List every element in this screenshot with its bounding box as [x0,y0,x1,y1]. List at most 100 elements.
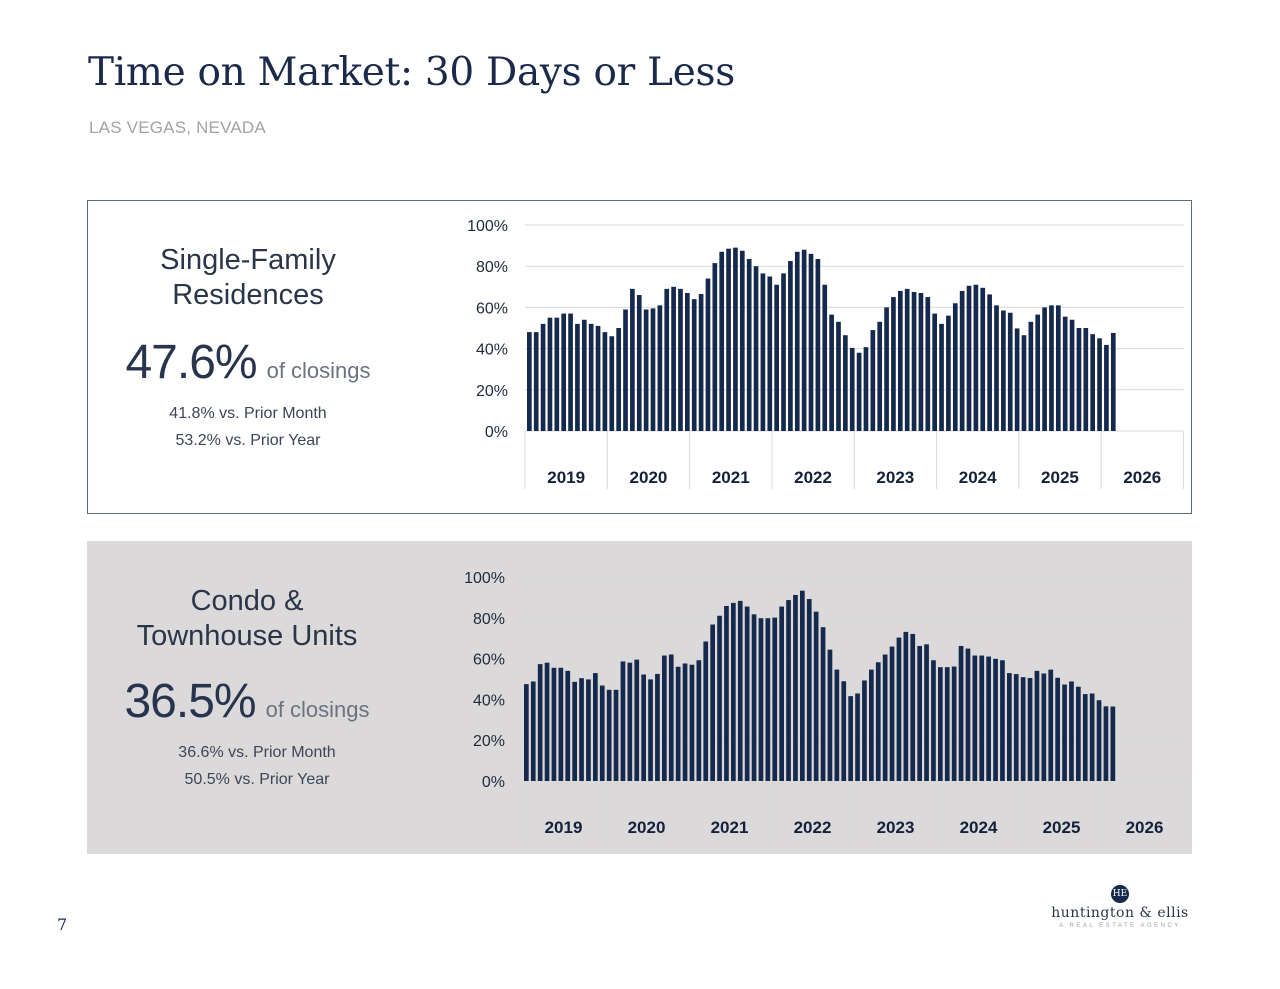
x-tick-label: 2024 [960,818,998,837]
bar [931,660,936,781]
condo-chart: 0% 20% 40% 60% 80% 100% 2019 2020 2021 2022 2023 20… [464,570,1187,839]
bar [875,662,881,781]
bar [918,292,924,431]
bar [698,294,704,431]
bar [593,673,598,781]
y-tick-label: 80% [476,259,508,276]
bar [993,658,998,781]
headline-suffix: of closings [266,358,371,383]
bar [758,618,764,781]
bar [896,637,902,781]
y-tick-label: 0% [485,424,508,441]
bar [710,624,715,781]
x-tick-label: 2020 [630,468,668,487]
bar [911,291,917,431]
bar [1049,305,1054,431]
bar [855,693,860,781]
page-subtitle: LAS VEGAS, NEVADA [89,118,266,137]
condo-panel: Condo & Townhouse Units 36.5% of closings… [87,541,1192,854]
bar [939,323,944,431]
x-tick-label: 2025 [1043,818,1081,837]
condo-stats: Condo & Townhouse Units 36.5% of closings… [87,584,407,793]
bar [1090,334,1096,431]
bar [751,614,757,781]
bar [781,273,786,431]
bar [1069,319,1075,431]
bar [767,276,773,431]
bar [685,292,690,431]
bar [765,618,771,781]
bar [779,606,784,781]
bar [815,258,821,431]
bar [636,295,642,431]
bar [1055,305,1061,431]
x-tick-label: 2021 [711,818,749,837]
y-tick-label: 60% [476,300,508,317]
bar [627,662,633,781]
bar [588,323,594,431]
y-tick-label: 100% [467,218,508,235]
bar [841,681,847,781]
bar [1048,669,1054,781]
bar [572,681,577,781]
bar [1021,335,1027,431]
bar [689,664,695,781]
bar [1013,674,1019,781]
bar [1110,332,1116,431]
bar [849,347,855,431]
bar [678,288,683,431]
bar [1097,338,1102,431]
bar [1089,693,1095,781]
bar [1042,307,1047,431]
bar [946,315,951,431]
bar [1034,670,1040,781]
bar [986,656,991,781]
bar [609,336,615,431]
bar [648,679,653,781]
bar [641,674,646,781]
bar [524,684,529,781]
bar [657,305,663,431]
bar [731,602,736,781]
x-tick-label: 2024 [959,468,997,487]
bar [1104,344,1109,431]
prior-month-comparison: 41.8% vs. Prior Month [169,405,327,422]
bar [793,594,798,781]
bar [650,308,656,431]
bar [889,646,895,781]
bar [599,685,605,781]
bar [1027,677,1033,781]
bar [530,681,536,781]
bar [1001,310,1006,431]
bar [843,335,848,431]
bar [668,654,674,781]
bar [862,680,867,781]
bar [719,251,725,431]
bar [959,290,965,431]
headline-value: 47.6% [125,336,257,389]
bar [925,297,931,431]
bar [917,645,922,781]
y-tick-label: 60% [473,652,505,669]
bar [1041,673,1047,781]
bar [565,670,571,781]
single-family-stats: Single-Family Residences 47.6% of closing… [88,243,408,454]
bar [822,284,828,431]
bar [682,663,688,781]
headline-suffix: of closings [265,697,370,722]
bar [1062,316,1068,431]
bar [801,249,807,431]
headline-stat: 47.6% of closings [88,335,408,390]
bar [703,641,709,781]
bar [806,599,812,781]
y-tick-label: 20% [473,733,505,750]
bar [554,317,560,431]
bar [696,660,702,781]
bar [558,667,564,781]
bar [662,655,667,781]
bar [869,669,874,781]
x-tick-label: 2026 [1126,818,1164,837]
bar [813,611,819,781]
y-tick-label: 0% [482,774,505,791]
category-title-line1: Single-Family [160,244,336,276]
